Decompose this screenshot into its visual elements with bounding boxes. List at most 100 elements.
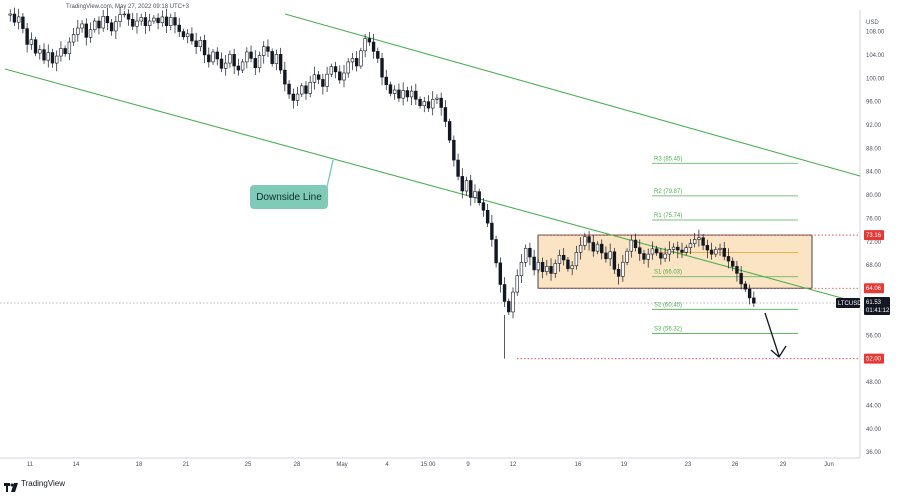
candle: [194, 32, 198, 55]
candle: [312, 66, 317, 90]
x-tick-label: 15:00: [420, 462, 436, 468]
candle: [650, 241, 655, 260]
countdown-text: 01:41:12: [866, 308, 890, 314]
candle: [511, 287, 515, 319]
candle: [131, 12, 135, 31]
x-tick-label: 23: [685, 462, 692, 468]
candle: [697, 229, 701, 247]
candle: [536, 259, 541, 273]
candle: [363, 33, 367, 58]
candle: [464, 176, 469, 196]
candle: [561, 247, 566, 266]
candle: [262, 41, 266, 64]
candle: [232, 48, 236, 75]
x-tick-label: 16: [575, 462, 582, 468]
y-tick-label: 44.00: [866, 403, 882, 409]
candle: [616, 263, 621, 285]
upper-channel-line: [284, 13, 861, 177]
candle: [270, 48, 274, 67]
candle: [84, 18, 88, 46]
candle: [283, 61, 287, 92]
candle: [578, 237, 583, 260]
candle: [67, 37, 72, 61]
candle: [405, 86, 410, 102]
x-tick-label: 18: [136, 462, 143, 468]
candle: [215, 47, 219, 66]
candle: [532, 249, 536, 276]
candle: [59, 41, 63, 62]
candle: [676, 241, 680, 259]
candle: [684, 244, 688, 256]
candle: [278, 47, 283, 74]
tradingview-logo-icon: [4, 479, 18, 492]
y-tick-label: 100.00: [866, 76, 885, 82]
candle: [528, 242, 532, 266]
y-tick-label: 96.00: [866, 100, 882, 106]
brand-name: TradingView: [21, 478, 66, 488]
candle: [185, 29, 190, 44]
candle: [604, 246, 608, 263]
y-tick-label: 104.00: [866, 53, 885, 59]
candle: [473, 184, 477, 203]
price-badge-text: 64.06: [866, 286, 882, 292]
candle: [485, 203, 490, 227]
candle: [105, 8, 110, 31]
candle: [494, 235, 498, 268]
candle: [663, 247, 667, 262]
candle: [207, 47, 211, 68]
candle: [654, 245, 659, 256]
y-tick-label: 48.00: [866, 380, 882, 386]
candle: [460, 168, 464, 199]
y-tick-label: 56.00: [866, 333, 882, 339]
candle: [287, 80, 291, 99]
y-tick-label: 92.00: [866, 123, 882, 129]
candle: [114, 16, 118, 40]
candle: [291, 88, 295, 109]
candle: [228, 50, 232, 68]
candle: [739, 266, 743, 290]
x-tick-label: May: [336, 462, 347, 468]
brand-footer[interactable]: TradingView: [4, 477, 66, 492]
candle: [109, 18, 114, 36]
candle: [431, 91, 435, 116]
candle: [88, 22, 93, 43]
x-tick-label: 14: [73, 462, 80, 468]
candle: [447, 118, 452, 144]
candle: [80, 20, 84, 33]
candle: [274, 49, 279, 71]
downside-line-label: Downside Line: [250, 185, 328, 209]
projection-arrow: [764, 312, 780, 357]
candle: [139, 13, 143, 26]
symbol-tag: LTCUSD: [836, 298, 862, 309]
candle: [743, 280, 748, 293]
candle: [498, 257, 503, 293]
candle: [164, 8, 169, 33]
candle: [198, 36, 203, 52]
candle: [409, 85, 414, 106]
candle: [169, 13, 173, 31]
candle: [735, 260, 739, 282]
pivot-label: R2 (79.87): [654, 189, 682, 195]
upper-level-badge: 73.16: [864, 230, 884, 241]
candle: [16, 8, 21, 30]
candle: [490, 214, 494, 247]
candle: [177, 17, 181, 38]
candle: [245, 47, 249, 69]
candle: [714, 246, 718, 258]
candle: [439, 92, 443, 116]
candle: [456, 153, 460, 181]
candle: [97, 16, 101, 35]
candle: [392, 85, 397, 100]
candle: [747, 284, 752, 305]
candle: [629, 235, 634, 258]
candle: [376, 47, 380, 64]
candle: [726, 248, 731, 269]
candle: [667, 241, 672, 262]
candle: [709, 242, 714, 260]
y-tick-label: 76.00: [866, 216, 882, 222]
pivot-label: S1 (66.03): [654, 270, 682, 276]
candle: [181, 28, 186, 40]
candle: [612, 247, 617, 274]
candle: [515, 269, 519, 296]
